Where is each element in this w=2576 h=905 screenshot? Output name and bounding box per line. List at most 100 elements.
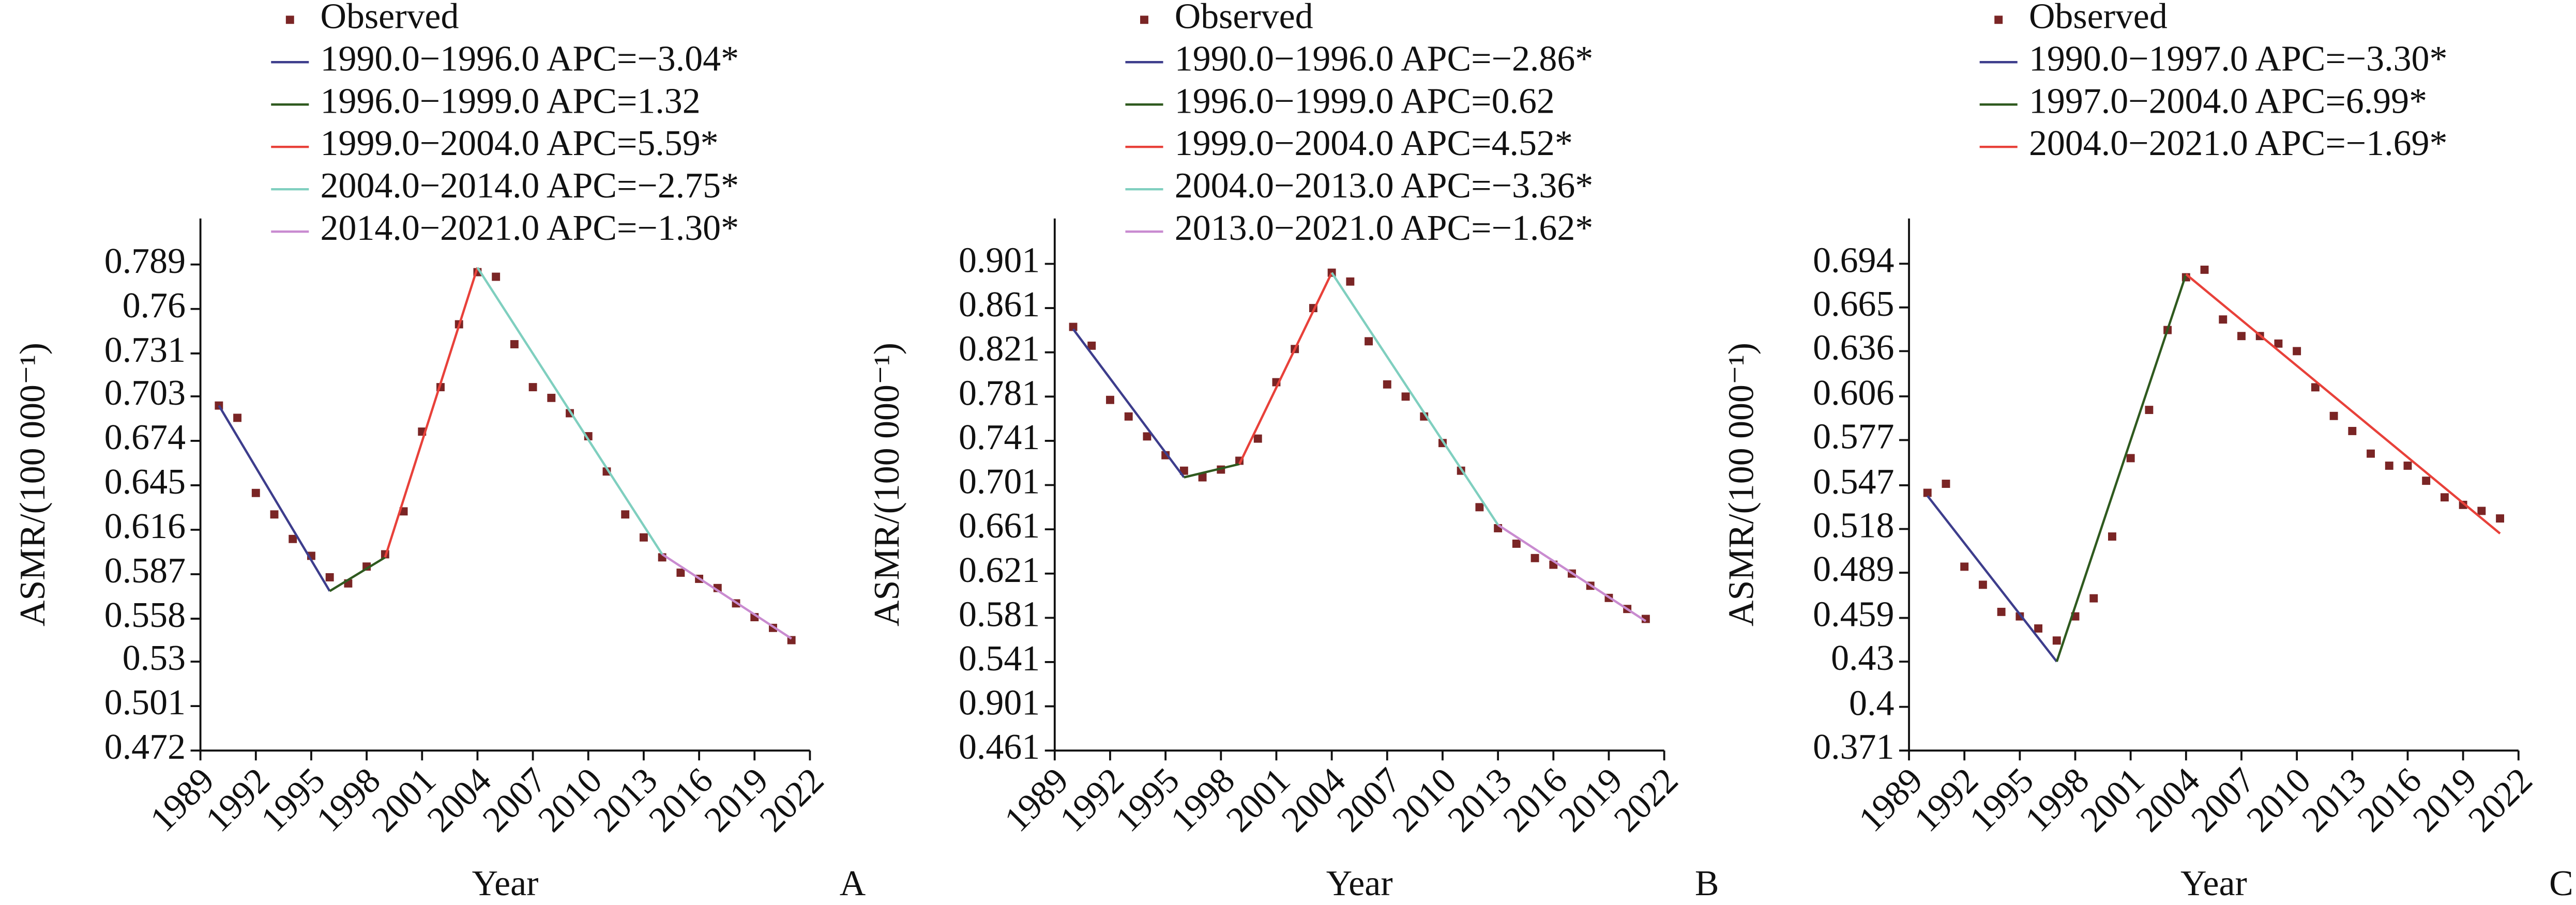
data-point (2348, 426, 2357, 435)
data-point (2293, 347, 2301, 356)
legend-label: 2014.0−2021.0 APC=−1.30* (321, 208, 739, 248)
data-point (1069, 323, 1078, 331)
segment-line (1184, 463, 1240, 479)
data-point (2477, 507, 2486, 515)
y-tick-label: 0.901 (959, 683, 1040, 723)
y-tick-label: 0.821 (959, 329, 1040, 369)
segment-line (1926, 495, 2058, 663)
legend-label: 1999.0−2004.0 APC=4.52* (1175, 124, 1573, 163)
legend-label: Observed (2029, 0, 2168, 36)
legend-label: Observed (321, 0, 459, 36)
data-point (2200, 265, 2209, 274)
data-point (2052, 636, 2061, 645)
legend-label: 1990.0−1996.0 APC=−3.04* (321, 39, 739, 79)
data-point (1106, 395, 1114, 404)
data-point (1923, 488, 1932, 497)
legend-marker (285, 16, 294, 24)
data-point (1143, 432, 1151, 441)
x-tick-label: 2022 (752, 760, 831, 839)
y-tick-label: 0.558 (104, 595, 186, 635)
legend-label: 1990.0−1997.0 APC=−3.30* (2029, 39, 2447, 79)
data-point (1942, 480, 1950, 488)
y-tick-label: 0.636 (1813, 328, 1894, 367)
y-tick-label: 0.541 (959, 639, 1040, 679)
data-point (2274, 339, 2283, 348)
data-point (2385, 462, 2393, 470)
legend-marker (1140, 16, 1148, 24)
y-tick-label: 0.665 (1813, 284, 1894, 324)
y-tick-label: 0.741 (959, 418, 1040, 457)
x-axis-label: Year (472, 864, 539, 903)
data-point (2367, 449, 2375, 458)
y-tick-label: 0.53 (123, 638, 186, 678)
y-tick-label: 0.703 (104, 373, 186, 413)
segment-line (2185, 273, 2501, 534)
data-point (492, 272, 501, 281)
data-point (1087, 341, 1096, 350)
data-point (289, 534, 297, 543)
data-point (528, 383, 537, 392)
legend-label: 1999.0−2004.0 APC=5.59* (321, 124, 719, 163)
y-tick-label: 0.472 (104, 727, 186, 767)
data-point (676, 569, 685, 577)
data-point (2108, 532, 2116, 541)
legend-label: 1997.0−2004.0 APC=6.99* (2029, 81, 2427, 121)
panel: 0.4610.9010.5410.5810.6210.6610.7010.741… (867, 0, 1719, 903)
segment-line (1238, 272, 1333, 465)
y-tick-label: 0.371 (1813, 727, 1894, 767)
y-tick-label: 0.861 (959, 285, 1040, 325)
data-point (251, 488, 260, 497)
y-tick-label: 0.901 (959, 241, 1040, 281)
data-point (325, 573, 334, 581)
y-tick-label: 0.731 (104, 330, 186, 370)
data-point (1475, 503, 1484, 512)
data-point (1512, 540, 1521, 548)
y-tick-label: 0.4 (1849, 684, 1894, 724)
data-point (1960, 562, 1969, 571)
y-tick-label: 0.501 (104, 683, 186, 723)
panel-label: A (840, 864, 866, 903)
y-tick-label: 0.661 (959, 506, 1040, 546)
segment-line (1497, 524, 1647, 622)
segment-line (661, 553, 792, 640)
y-tick-label: 0.694 (1813, 240, 1894, 280)
data-point (2403, 462, 2412, 470)
data-point (547, 393, 556, 402)
y-tick-label: 0.606 (1813, 373, 1894, 413)
data-point (2237, 332, 2246, 341)
data-point (2422, 477, 2431, 485)
y-tick-label: 0.43 (1831, 638, 1894, 678)
data-point (2126, 454, 2135, 463)
legend-label: 1990.0−1996.0 APC=−2.86* (1175, 39, 1593, 79)
legend-label: 2004.0−2013.0 APC=−3.36* (1175, 166, 1593, 206)
segment-line (476, 267, 663, 555)
data-point (1383, 380, 1391, 389)
y-tick-label: 0.645 (104, 462, 186, 502)
y-tick-label: 0.781 (959, 373, 1040, 413)
y-tick-label: 0.547 (1813, 462, 1894, 502)
legend-label: 2013.0−2021.0 APC=−1.62* (1175, 208, 1593, 248)
y-tick-label: 0.518 (1813, 506, 1894, 546)
data-point (2440, 493, 2449, 502)
data-point (2329, 411, 2338, 420)
data-point (621, 510, 630, 519)
segment-line (1072, 328, 1185, 478)
y-tick-label: 0.587 (104, 551, 186, 591)
data-point (2496, 514, 2505, 523)
data-point (2145, 406, 2154, 415)
y-axis-label: ASMR/(100 000⁻¹) (13, 343, 53, 626)
data-point (2311, 383, 2320, 392)
y-tick-label: 0.701 (959, 462, 1040, 502)
y-tick-label: 0.76 (123, 286, 186, 326)
y-tick-label: 0.489 (1813, 549, 1894, 589)
segment-line (1330, 272, 1499, 526)
data-point (1997, 607, 2006, 616)
data-point (1253, 434, 1262, 443)
segment-line (218, 405, 331, 592)
y-tick-label: 0.461 (959, 727, 1040, 767)
legend-label: 2004.0−2021.0 APC=−1.69* (2029, 124, 2447, 163)
legend-label: Observed (1175, 0, 1313, 36)
x-tick-label: 2022 (1607, 760, 1686, 839)
